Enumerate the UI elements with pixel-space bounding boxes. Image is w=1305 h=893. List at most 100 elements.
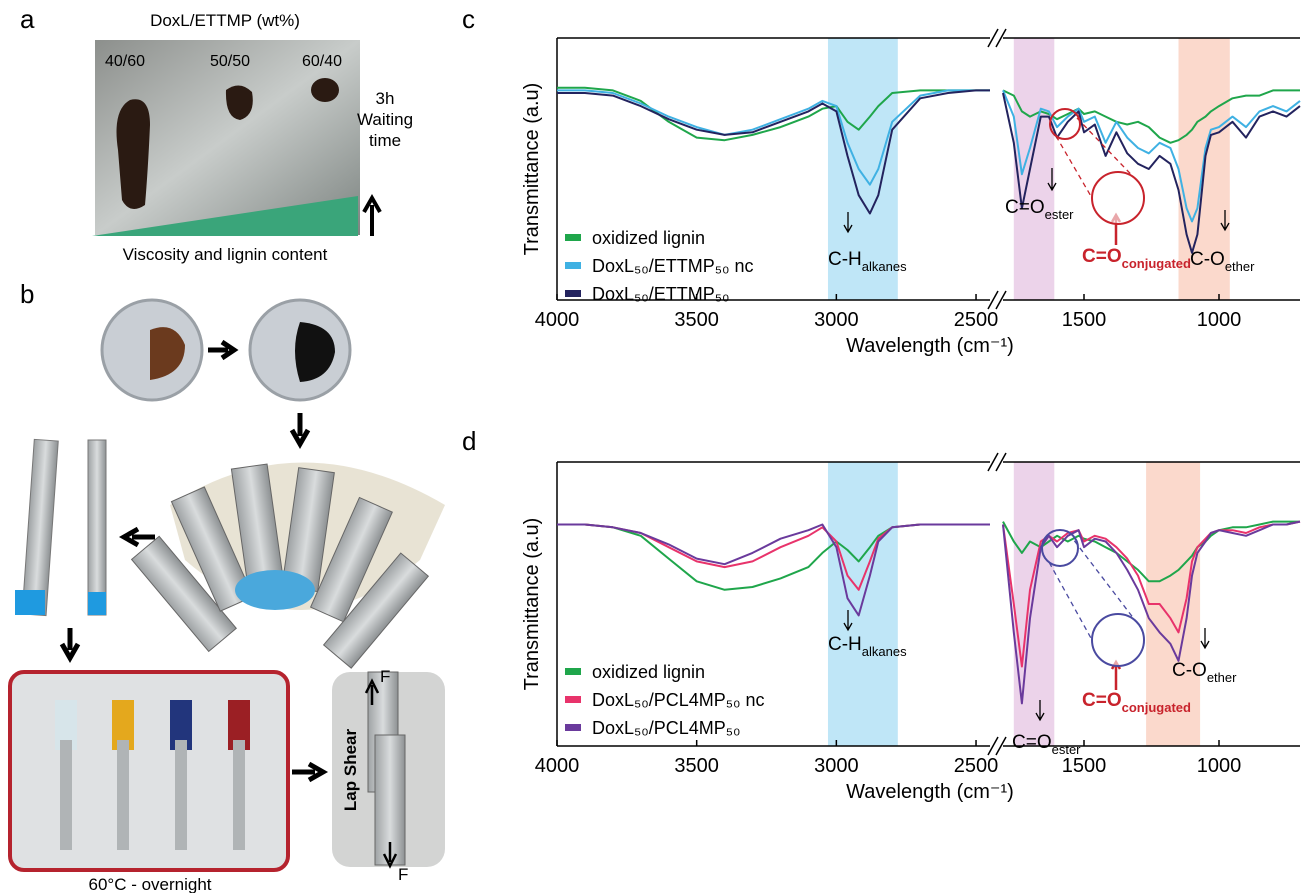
- strip: [87, 439, 107, 616]
- annotation-sub: ester: [1045, 207, 1075, 222]
- mixture: [295, 322, 335, 382]
- legend-label: oxidized lignin: [592, 228, 705, 248]
- y-axis-label: Transmittance (a.u): [521, 83, 543, 256]
- annotation-text: C=O: [1005, 197, 1045, 218]
- x-tick-label: 3000: [814, 755, 859, 777]
- x-axis-label: Wavelength (cm⁻¹): [846, 781, 1014, 803]
- clamp: [170, 700, 192, 750]
- x-tick-label: 2500: [954, 755, 999, 777]
- annotation-sub: alkanes: [862, 644, 907, 659]
- waiting-text: 3h: [376, 89, 395, 108]
- annotation-text: C-H: [828, 249, 862, 270]
- zoom-circle: [1091, 171, 1145, 225]
- zoom-circle: [1041, 529, 1079, 567]
- strip: [170, 486, 254, 612]
- x-tick-label: 3500: [674, 309, 719, 331]
- y-axis-label: Transmittance (a.u): [521, 518, 543, 691]
- strip: [309, 496, 393, 623]
- legend-swatch: [565, 234, 581, 241]
- clamp: [55, 700, 77, 750]
- panel-label: d: [462, 426, 476, 456]
- annotation-arrow: [1035, 700, 1045, 722]
- zoom-circle: [1091, 613, 1145, 667]
- legend-swatch: [565, 668, 581, 675]
- strip: [60, 740, 72, 850]
- force-arrow: [364, 678, 380, 705]
- spectrum-line: [557, 89, 1301, 254]
- annotation-text: C=O: [1012, 732, 1052, 753]
- axis-break: [987, 452, 999, 472]
- annotation-arrow: [1200, 628, 1210, 650]
- annotation: C-Halkanes: [828, 634, 907, 659]
- panel-label: c: [462, 4, 475, 34]
- panel-label: a: [20, 4, 35, 34]
- axis-break: [995, 28, 1007, 48]
- arrow: [362, 193, 382, 236]
- annotation: C-Oether: [1190, 249, 1255, 274]
- axis-break: [987, 736, 999, 756]
- axis-break: [995, 736, 1007, 756]
- arrow: [59, 628, 81, 664]
- sample-blob: [311, 78, 339, 102]
- sample-label: 50/50: [210, 53, 250, 70]
- annotation: C=Oester: [1012, 732, 1081, 757]
- legend-label: oxidized lignin: [592, 662, 705, 682]
- x-tick-label: 3000: [814, 309, 859, 331]
- annotation-sub: ether: [1225, 259, 1255, 274]
- annotation: C=Oester: [1005, 197, 1074, 222]
- annotation-arrow: [1047, 168, 1057, 192]
- strip: [175, 740, 187, 850]
- legend-swatch: [565, 724, 581, 731]
- zoom-guide: [1073, 540, 1137, 623]
- strip: [117, 740, 129, 850]
- waiting-text: time: [369, 131, 401, 150]
- strip: [322, 552, 430, 669]
- axis-break: [987, 28, 999, 48]
- legend-label: DoxL₅₀/PCL4MP₅₀: [592, 718, 741, 738]
- force-arrow: [382, 842, 398, 869]
- glove: [15, 590, 45, 615]
- clamp: [228, 700, 250, 750]
- clamps: [55, 700, 250, 850]
- legend-label: DoxL₅₀/ETTMP₅₀ nc: [592, 256, 753, 276]
- zoom-guide: [1055, 135, 1093, 199]
- arrow: [292, 761, 329, 783]
- force-label: F: [398, 865, 408, 884]
- band: [1013, 462, 1055, 746]
- band: [827, 38, 898, 300]
- x-tick-label: 1500: [1062, 309, 1107, 331]
- axis-break: [995, 290, 1007, 310]
- annotation-sub: ether: [1207, 670, 1237, 685]
- x-tick-label: 4000: [535, 309, 580, 331]
- x-tick-label: 1000: [1197, 755, 1242, 777]
- x-tick-label: 1500: [1062, 755, 1107, 777]
- strip: [21, 438, 59, 617]
- panel-title: DoxL/ETTMP (wt%): [150, 11, 300, 30]
- annotation-arrow: [1220, 210, 1230, 232]
- annotation-sub: ester: [1052, 742, 1082, 757]
- arrow: [289, 413, 311, 450]
- legend-label: DoxL₅₀/ETTMP₅₀: [592, 284, 729, 304]
- gradient-wedge: [92, 196, 358, 236]
- gradient-label: Viscosity and lignin content: [123, 245, 328, 264]
- spectrum-line: [557, 520, 1301, 705]
- band: [1013, 38, 1055, 300]
- annotation: C=Oconjugated: [1082, 246, 1191, 271]
- spectrum-line: [557, 89, 1301, 223]
- powder: [150, 327, 185, 380]
- axis-break: [995, 452, 1007, 472]
- annotation-text: C-O: [1190, 249, 1225, 270]
- zoom-guide: [1048, 562, 1093, 641]
- annotation-text: C=O: [1082, 246, 1122, 267]
- x-tick-label: 1000: [1197, 309, 1242, 331]
- cure-label: 60°C - overnight: [88, 875, 211, 893]
- panel-label: b: [20, 279, 34, 309]
- annotation: C-Oether: [1172, 660, 1237, 685]
- x-axis-label: Wavelength (cm⁻¹): [846, 335, 1014, 357]
- clamp-photo: [8, 670, 290, 872]
- annotation-sub: conjugated: [1122, 700, 1191, 715]
- annotation-arrow: [843, 610, 853, 632]
- x-tick-label: 3500: [674, 755, 719, 777]
- zoom-circle: [1049, 108, 1081, 140]
